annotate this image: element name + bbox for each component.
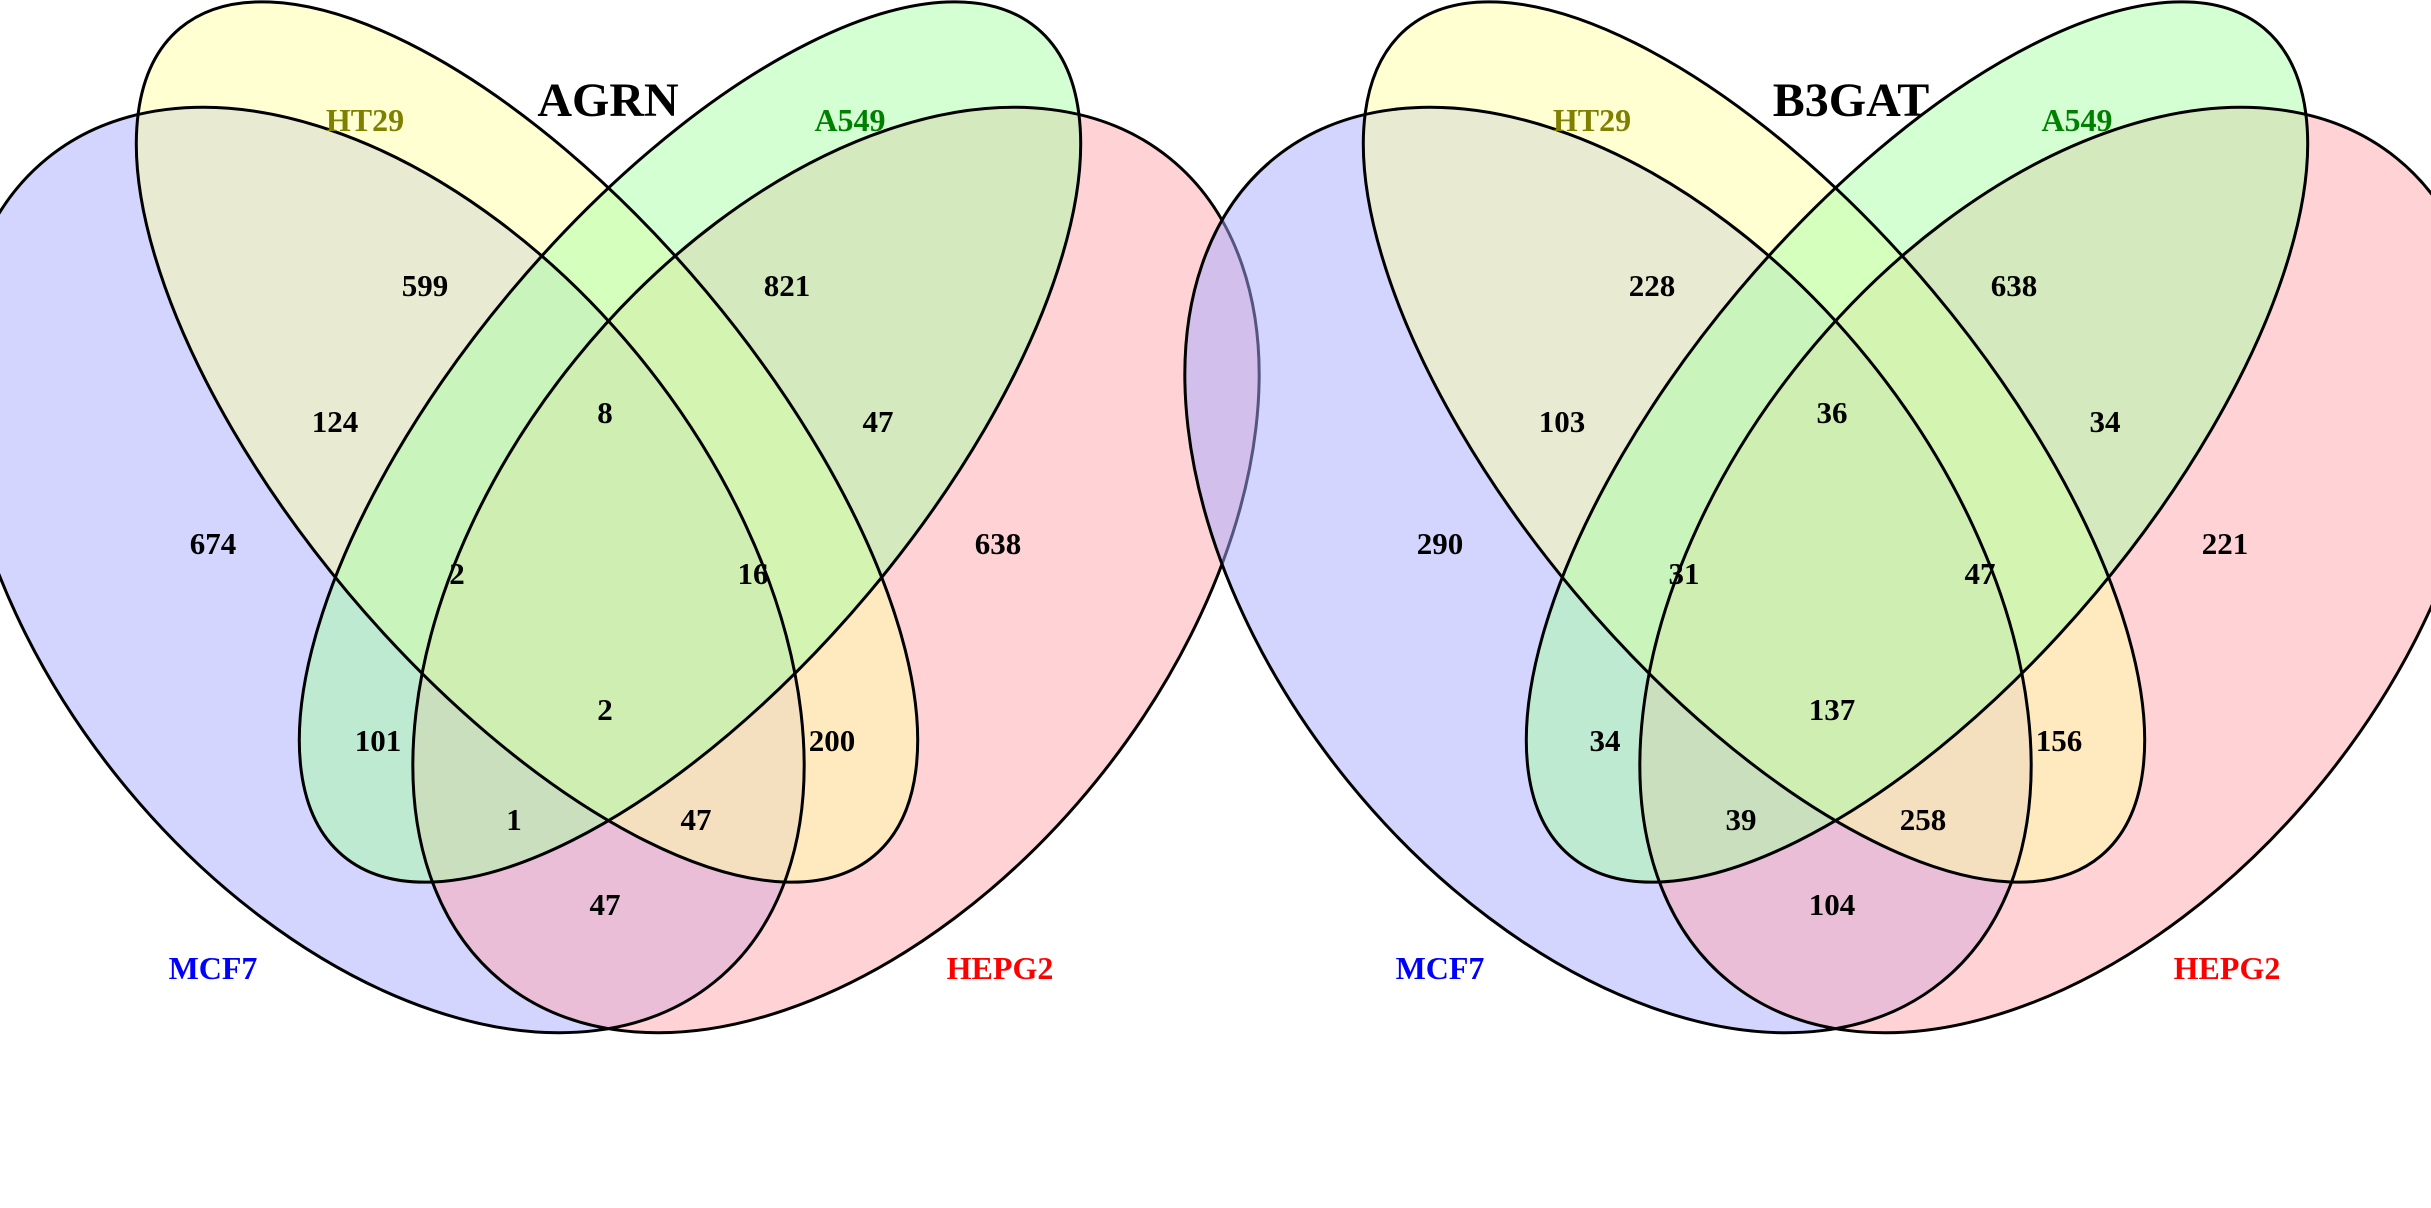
ellipse-outline-a549	[297, 0, 1083, 884]
region-count-ht29-a549: 8	[597, 395, 613, 430]
region-count-ht29-a549: 36	[1817, 395, 1848, 430]
set-label-ht29: HT29	[1553, 102, 1631, 138]
set-label-mcf7: MCF7	[1396, 950, 1485, 986]
region-count-mcf7-a549: 34	[1590, 723, 1621, 758]
ellipse-outline-ht29	[1361, 0, 2147, 884]
region-count-mcf7-a549: 101	[355, 723, 402, 758]
region-count-ht29-hepg2: 200	[809, 723, 856, 758]
region-count-mcf7-ht29-a549: 31	[1669, 556, 1700, 591]
region-count-mcf7-hepg2: 104	[1809, 887, 1856, 922]
region-count-mcf7-only: 674	[190, 526, 237, 561]
region-count-ht29-hepg2: 156	[2036, 723, 2083, 758]
set-label-hepg2: HEPG2	[947, 950, 1054, 986]
region-count-all-four: 137	[1809, 692, 1856, 727]
region-count-mcf7-ht29: 124	[312, 404, 359, 439]
region-counts: 674 599 821 638 124 8 47 2 16 101 2 200 …	[190, 268, 1022, 922]
region-count-mcf7-ht29-hepg2: 258	[1900, 802, 1947, 837]
region-count-ht29-a549-hepg2: 16	[738, 556, 769, 591]
venn-ellipses	[0, 0, 1261, 1035]
ellipse-outline-mcf7	[0, 105, 806, 1035]
set-label-hepg2: HEPG2	[2174, 950, 2281, 986]
region-count-mcf7-ht29-a549: 2	[449, 556, 465, 591]
venn-diagram-agrn: AGRN HT29 A549 MCF7 HEPG2 674 599 821 63…	[0, 0, 1261, 1035]
region-count-mcf7-a549-hepg2: 1	[506, 802, 522, 837]
region-count-a549-only: 638	[1991, 268, 2038, 303]
diagram-title: AGRN	[537, 74, 679, 127]
region-count-hepg2-only: 638	[975, 526, 1022, 561]
region-count-a549-hepg2: 47	[863, 404, 894, 439]
set-label-mcf7: MCF7	[169, 950, 258, 986]
ellipse-outline-ht29	[134, 0, 920, 884]
diagram-title: B3GAT	[1773, 74, 1929, 127]
region-count-hepg2-only: 221	[2202, 526, 2249, 561]
region-count-all-four: 2	[597, 692, 613, 727]
set-label-a549: A549	[2041, 102, 2112, 138]
region-count-mcf7-hepg2: 47	[590, 887, 621, 922]
region-count-ht29-only: 228	[1629, 268, 1676, 303]
ellipse-outline-mcf7	[1183, 105, 2033, 1035]
region-count-mcf7-ht29: 103	[1539, 404, 1586, 439]
region-counts: 290 228 638 221 103 36 34 31 47 34 137 1…	[1417, 268, 2249, 922]
region-count-mcf7-a549-hepg2: 39	[1726, 802, 1757, 837]
region-count-a549-only: 821	[764, 268, 811, 303]
ellipse-outline-hepg2	[1638, 105, 2431, 1035]
region-count-mcf7-only: 290	[1417, 526, 1464, 561]
venn-ellipses	[1183, 0, 2431, 1035]
ellipse-outline-hepg2	[411, 105, 1261, 1035]
set-label-ht29: HT29	[326, 102, 404, 138]
region-count-ht29-a549-hepg2: 47	[1965, 556, 1996, 591]
region-count-mcf7-ht29-hepg2: 47	[681, 802, 712, 837]
ellipse-a549	[299, 1, 1081, 883]
region-count-a549-hepg2: 34	[2090, 404, 2121, 439]
region-count-ht29-only: 599	[402, 268, 449, 303]
ellipse-outline-a549	[1524, 0, 2310, 884]
venn-diagram-b3gat: B3GAT HT29 A549 MCF7 HEPG2 290 228 638 2…	[1183, 0, 2431, 1035]
set-label-a549: A549	[814, 102, 885, 138]
ellipse-a549	[1526, 1, 2308, 883]
